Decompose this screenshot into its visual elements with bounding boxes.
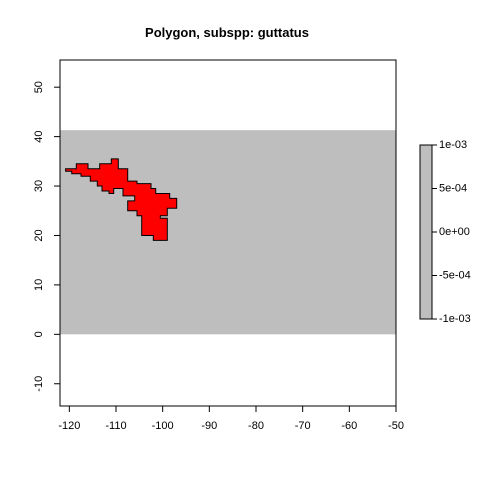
x-axis: -120 -110 -100 -90 -80 -70 -60 -50 [58,405,404,432]
legend: 1e-03 5e-04 0e+00 -5e-04 -1e-03 [419,139,471,325]
x-tick-label: -70 [295,420,311,432]
range-polygon [65,158,178,241]
y-tick-label: 40 [33,130,45,142]
legend-tick-label: 5e-04 [439,183,467,195]
y-tick-label: -10 [33,376,45,392]
legend-colorbar [419,144,433,320]
y-tick-label: 30 [33,180,45,192]
x-tick-label: -50 [388,420,404,432]
legend-tick-label: 1e-03 [439,139,467,151]
x-tick-label: -110 [105,420,126,432]
raster-band [60,130,396,335]
x-tick-label: -120 [58,420,80,432]
plot-area [59,59,397,407]
y-tick-label: 10 [33,279,45,291]
y-tick-label: 0 [33,331,45,337]
x-tick-label: -100 [152,420,174,432]
chart-title: Polygon, subspp: guttatus [145,25,309,40]
y-tick-label: 20 [33,229,45,241]
legend-tick-label: 0e+00 [439,226,470,238]
y-tick-label: 50 [33,81,45,93]
x-tick-label: -80 [248,420,264,432]
legend-tick-label: -5e-04 [439,270,471,282]
x-tick-label: -90 [201,420,217,432]
x-tick-label: -60 [341,420,357,432]
y-axis: -10 0 10 20 30 40 50 [33,81,61,392]
legend-tick-label: -1e-03 [439,313,471,325]
